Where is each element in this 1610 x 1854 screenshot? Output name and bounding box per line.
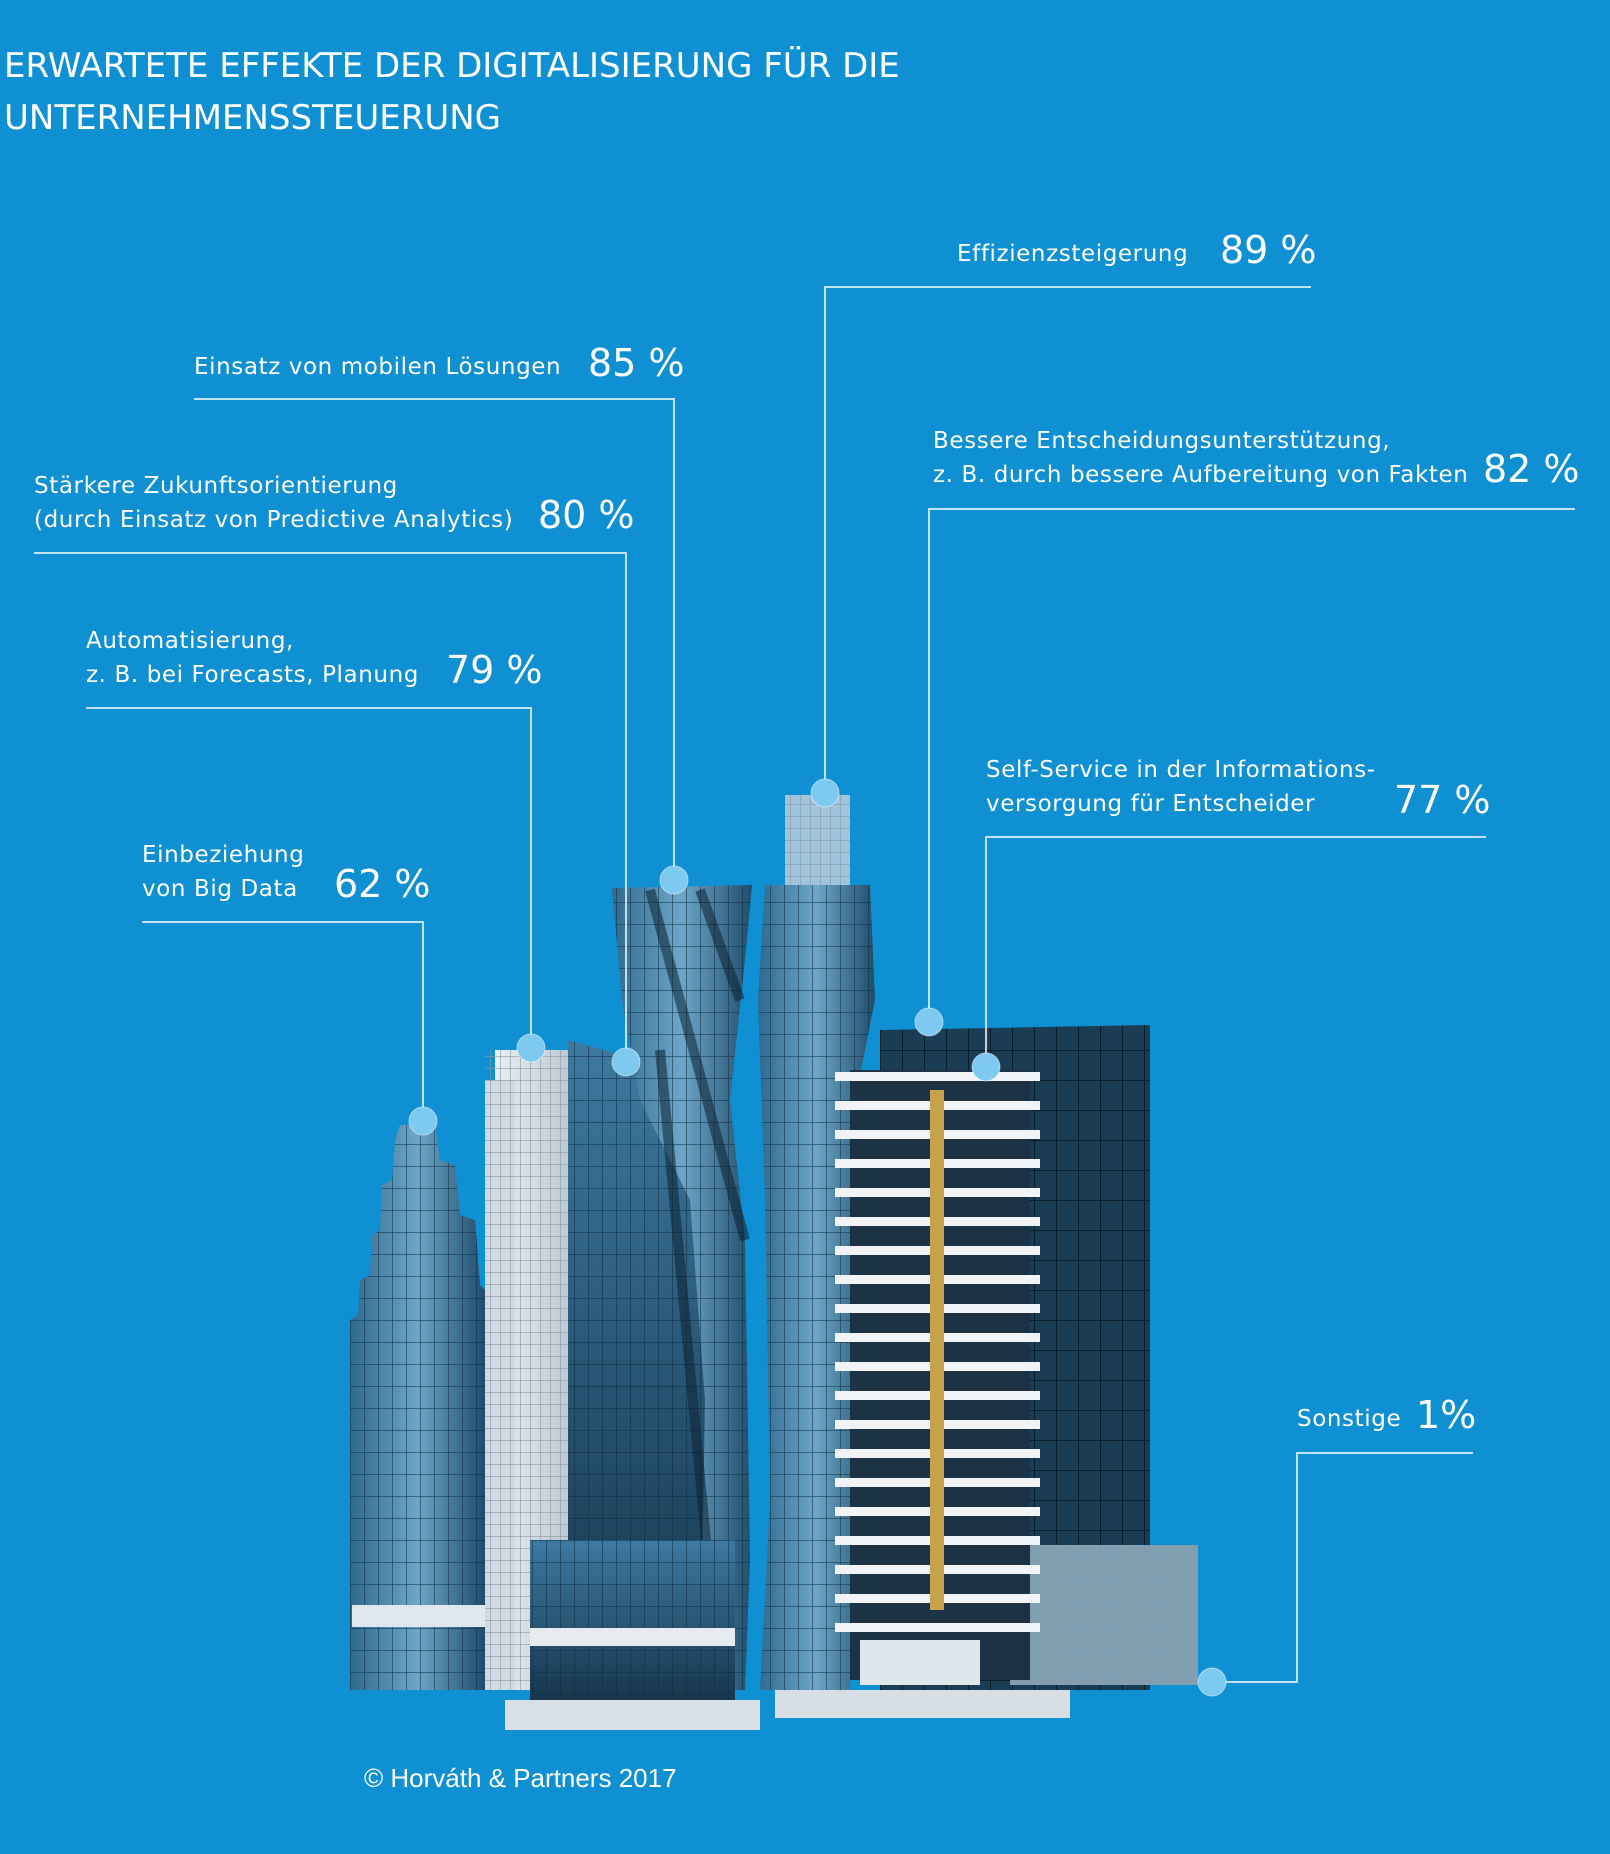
label-big-data-line-2: von Big Data <box>142 876 298 902</box>
value-automatisierung: 79 % <box>446 648 543 692</box>
value-sonstige: 1% <box>1416 1393 1477 1437</box>
leader-line-effizienz <box>824 286 1311 793</box>
value-self-service: 77 % <box>1394 778 1491 822</box>
label-sonstige-line-1: Sonstige <box>1297 1406 1402 1432</box>
value-big-data: 62 % <box>334 862 431 906</box>
building-low-front <box>505 1540 760 1730</box>
label-big-data-line-1: Einbeziehung <box>142 842 305 868</box>
label-effizienz-line-1: Effizienzsteigerung <box>957 241 1189 267</box>
leader-line-automatisierung <box>86 707 532 1048</box>
value-entscheidung: 82 % <box>1483 447 1580 491</box>
label-mobil-line-1: Einsatz von mobilen Lösungen <box>194 354 562 380</box>
balcony-slab <box>835 1072 1040 1081</box>
leader-line-zukunft <box>34 552 627 1062</box>
label-zukunft-line-2: (durch Einsatz von Predictive Analytics) <box>34 507 514 533</box>
label-automatisierung-line-2: z. B. bei Forecasts, Planung <box>86 662 419 688</box>
label-self-service-line-1: Self-Service in der Informations- <box>986 757 1376 783</box>
leader-line-mobil <box>194 398 675 880</box>
label-entscheidung-line-2: z. B. durch bessere Aufbereitung von Fak… <box>933 462 1469 488</box>
marker-dots <box>408 778 1227 1697</box>
label-big-data: Einbeziehung von Big Data <box>142 838 304 906</box>
marker-dot-sonstige <box>1197 1667 1227 1697</box>
value-zukunft: 80 % <box>538 493 635 537</box>
leader-line-self-service <box>985 836 1486 1067</box>
balcony-slab <box>835 1623 1040 1632</box>
marker-dot-mobil <box>659 865 689 895</box>
leader-line-sonstige <box>1212 1452 1473 1683</box>
label-self-service: Self-Service in der Informations- versor… <box>986 753 1376 821</box>
value-mobil: 85 % <box>588 341 685 385</box>
marker-dot-effizienz <box>810 778 840 808</box>
marker-dot-entscheidung <box>914 1007 944 1037</box>
building-balcony-tower <box>775 1070 1070 1718</box>
leader-line-big-data <box>142 921 424 1121</box>
label-zukunft: Stärkere Zukunftsorientierung (durch Ein… <box>34 469 513 537</box>
building-stepped-tower <box>350 1125 494 1690</box>
copyright-notice: © Horváth & Partners 2017 <box>364 1763 677 1793</box>
leader-lines <box>34 286 1575 1683</box>
marker-dot-big-data <box>408 1106 438 1136</box>
label-automatisierung: Automatisierung, z. B. bei Forecasts, Pl… <box>86 624 419 692</box>
label-entscheidung: Bessere Entscheidungsunterstützung, z. B… <box>933 424 1468 492</box>
leader-line-entscheidung <box>928 508 1575 1022</box>
label-mobil: Einsatz von mobilen Lösungen <box>194 350 561 384</box>
marker-dot-zukunft <box>611 1047 641 1077</box>
marker-dot-self-service <box>971 1052 1001 1082</box>
building-tall-center-tower <box>758 795 875 1690</box>
label-self-service-line-2: versorgung für Entscheider <box>986 791 1316 817</box>
label-sonstige: Sonstige <box>1297 1402 1401 1436</box>
label-zukunft-line-1: Stärkere Zukunftsorientierung <box>34 473 398 499</box>
marker-dot-automatisierung <box>516 1033 546 1063</box>
infographic-title: ERWARTETE EFFEKTE DER DIGITALISIERUNG FÜ… <box>4 40 1004 144</box>
value-effizienz: 89 % <box>1220 228 1317 272</box>
label-automatisierung-line-1: Automatisierung, <box>86 628 294 654</box>
label-entscheidung-line-1: Bessere Entscheidungsunterstützung, <box>933 428 1391 454</box>
title-line-1: ERWARTETE EFFEKTE DER DIGITALISIERUNG FÜ… <box>4 46 900 86</box>
label-effizienz: Effizienzsteigerung <box>957 237 1188 271</box>
title-line-2: UNTERNEHMENSSTEUERUNG <box>4 98 502 138</box>
